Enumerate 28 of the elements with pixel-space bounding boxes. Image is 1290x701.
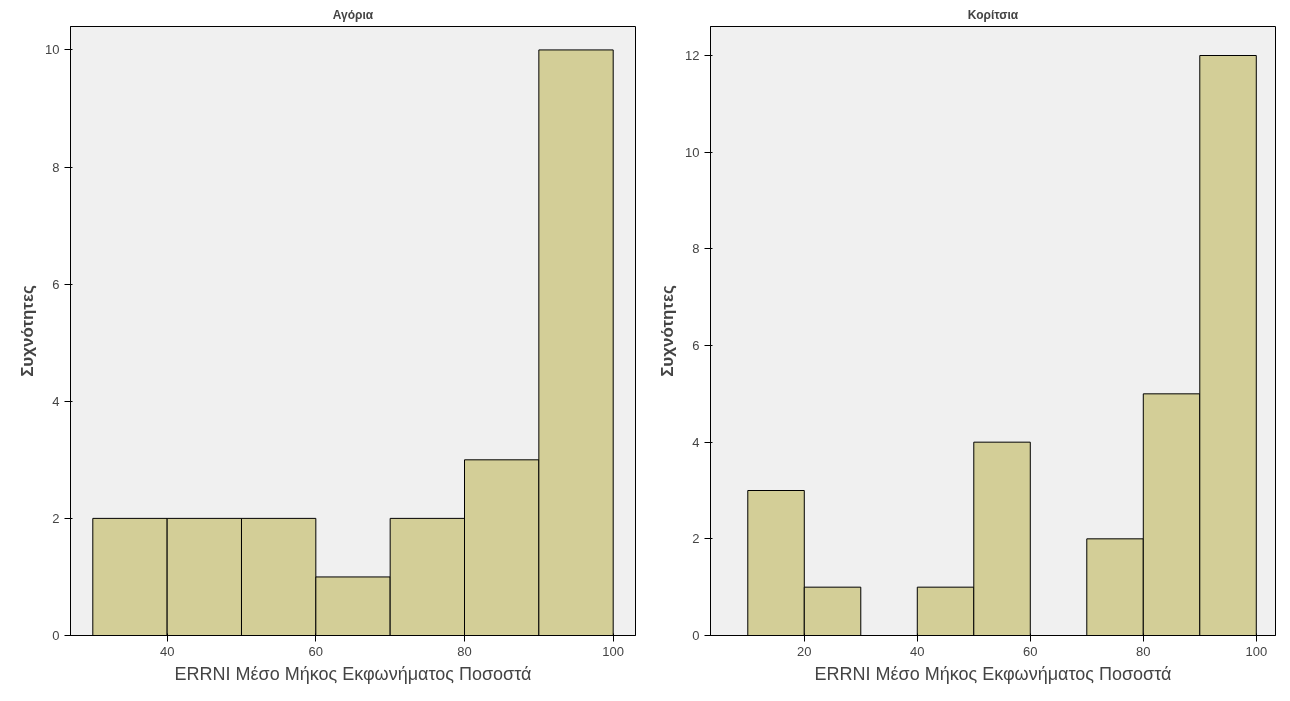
x-tick-label: 60 xyxy=(1023,643,1038,659)
x-tick-label: 20 xyxy=(797,643,812,659)
y-axis-title: Συχνότητες xyxy=(18,284,38,377)
y-tick-label: 6 xyxy=(52,276,60,292)
x-tick-label: 40 xyxy=(910,643,925,659)
x-tick-label: 100 xyxy=(602,643,625,659)
y-tick-label: 0 xyxy=(692,628,700,643)
x-tick-label: 40 xyxy=(159,643,175,659)
y-tick-label: 12 xyxy=(685,48,700,63)
y-axis-title: Συχνότητες xyxy=(658,284,678,377)
x-tick-label: 80 xyxy=(457,643,472,659)
x-tick-label: 80 xyxy=(1136,643,1151,659)
x-tick-label: 60 xyxy=(308,643,324,659)
y-tick-label: 4 xyxy=(692,434,700,450)
y-tick-label: 2 xyxy=(692,531,700,547)
y-tick-label: 10 xyxy=(45,42,60,58)
y-tick-label: 6 xyxy=(692,338,700,353)
y-tick-label: 2 xyxy=(52,510,60,526)
y-tick-label: 8 xyxy=(692,241,700,257)
y-tick-label: 10 xyxy=(685,144,700,160)
chart-title: Κορίτσια xyxy=(967,7,1019,22)
x-tick-label: 100 xyxy=(1245,643,1268,659)
y-tick-label: 8 xyxy=(52,159,60,175)
y-tick-label: 0 xyxy=(52,628,60,643)
x-axis-title: ERRNI Μέσο Μήκος Εκφωνήματος Ποσοστά xyxy=(174,663,532,684)
x-axis-title: ERRNI Μέσο Μήκος Εκφωνήματος Ποσοστά xyxy=(814,663,1172,684)
y-tick-label: 4 xyxy=(52,393,60,409)
chart-title: Αγόρια xyxy=(332,7,374,22)
